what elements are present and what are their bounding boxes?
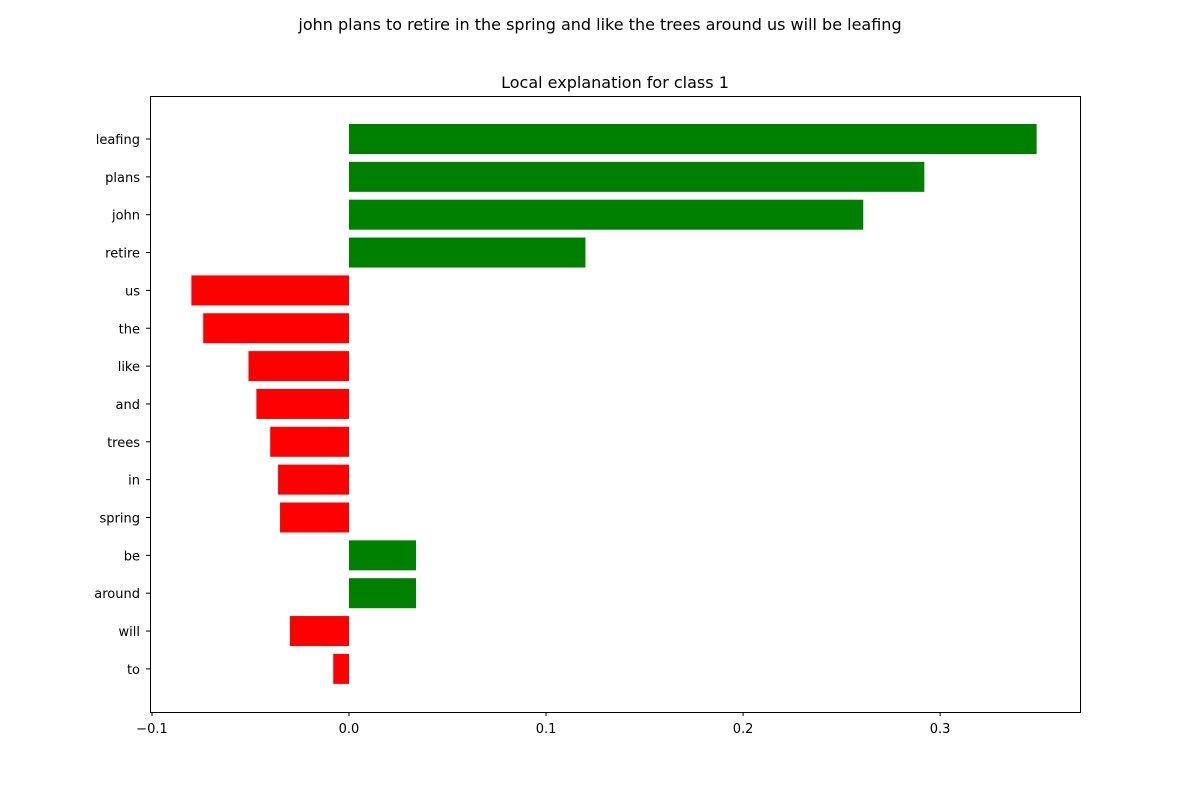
bar-be	[349, 540, 416, 571]
x-tick-label: 0.2	[733, 722, 754, 737]
bar-around	[349, 578, 416, 609]
x-axis-ticks: −0.1 0.0 0.1 0.2 0.3	[136, 712, 950, 737]
bar-in	[278, 464, 350, 495]
figure-suptitle: john plans to retire in the spring and l…	[297, 15, 901, 34]
axes-frame	[150, 96, 1081, 713]
y-tick-label: to	[127, 663, 140, 678]
x-tick-label: 0.1	[536, 722, 557, 737]
y-tick-label: us	[125, 284, 140, 299]
bar-will	[289, 616, 350, 647]
bar-like	[248, 351, 350, 382]
x-tick-label: −0.1	[136, 722, 168, 737]
bar-to	[333, 653, 350, 684]
bar-spring	[280, 502, 350, 533]
x-tick-label: 0.3	[930, 722, 951, 737]
chart-title: Local explanation for class 1	[501, 73, 729, 92]
bar-us	[191, 275, 350, 306]
y-tick-label: will	[119, 625, 140, 640]
y-tick-label: trees	[107, 436, 140, 451]
y-tick-label: and	[116, 398, 140, 413]
y-tick-label: in	[128, 474, 140, 489]
y-tick-label: like	[118, 360, 140, 375]
bar-the	[203, 313, 350, 344]
bar-leafing	[349, 124, 1037, 154]
bar-retire	[349, 237, 586, 268]
y-tick-label: around	[94, 587, 140, 602]
y-tick-label: the	[119, 322, 140, 337]
y-tick-label: john	[111, 209, 140, 224]
y-tick-label: spring	[100, 512, 140, 527]
bar-and	[256, 388, 350, 419]
y-tick-label: plans	[105, 171, 140, 186]
bar-john	[349, 199, 864, 230]
bar-trees	[270, 426, 350, 457]
y-tick-label: leafing	[96, 133, 140, 148]
y-tick-label: be	[124, 549, 140, 564]
bar-plans	[349, 161, 925, 192]
x-tick-label: 0.0	[339, 722, 360, 737]
bars-layer	[191, 124, 1037, 684]
y-axis-ticks: leafing plans john retire us the like and trees i…	[94, 133, 150, 678]
y-tick-label: retire	[105, 247, 140, 262]
